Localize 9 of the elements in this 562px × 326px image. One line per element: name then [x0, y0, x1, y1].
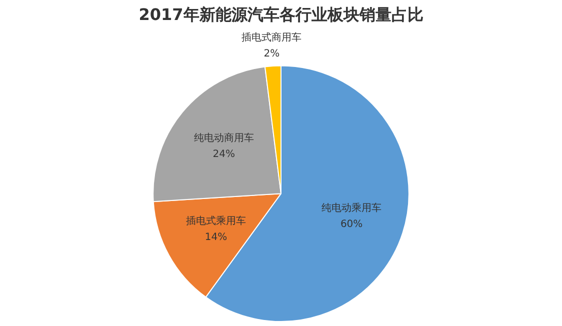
slice-label: 纯电动商用车 — [194, 132, 254, 144]
chart-title: 2017年新能源汽车各行业板块销量占比 — [138, 4, 424, 24]
data-label: 60% — [340, 219, 363, 230]
slice-label: 插电式商用车 — [242, 32, 302, 44]
slice-label: 插电式乘用车 — [186, 214, 246, 227]
data-label: 2% — [264, 48, 280, 60]
data-label: 24% — [212, 148, 235, 160]
data-label: 14% — [204, 232, 228, 243]
slice-label: 纯电动乘用车 — [322, 202, 382, 214]
